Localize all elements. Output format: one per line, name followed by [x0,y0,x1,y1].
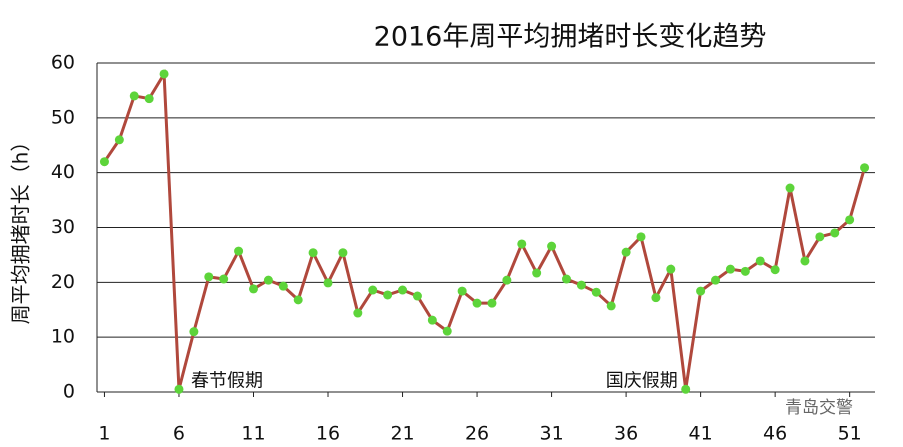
y-tick-label: 30 [51,216,75,238]
data-point [830,228,840,238]
y-tick-label: 20 [51,271,75,293]
data-point [770,265,780,275]
data-point [860,163,870,173]
x-tick-label: 41 [689,423,713,445]
chart-title: 2016年周平均拥堵时长变化趋势 [374,22,767,53]
data-point [457,286,467,296]
data-point [845,215,855,225]
x-tick-label: 1 [98,423,110,445]
data-point [502,275,512,285]
y-tick-label: 40 [51,161,75,183]
data-point [114,135,124,145]
data-point [278,281,288,291]
data-point [800,256,810,266]
data-point [666,264,676,274]
data-point [561,274,571,284]
data-line [103,68,867,390]
x-tick-label: 6 [173,423,185,445]
data-point [785,183,795,193]
x-tick-label: 21 [390,423,414,445]
data-point [606,301,616,311]
data-point [204,272,214,282]
data-point [442,326,452,336]
data-point [427,315,437,325]
data-point [129,91,139,101]
data-point [696,286,706,296]
data-point [219,274,229,284]
data-point [99,157,109,167]
data-point [815,232,825,242]
data-point [293,295,303,305]
data-point [517,239,527,249]
data-point [711,275,721,285]
data-point [189,327,199,337]
annotation: 春节假期 [191,370,263,391]
data-point [234,246,244,256]
data-point [472,298,482,308]
data-point [487,298,497,308]
data-point [248,284,258,294]
data-point [174,384,184,394]
data-point [398,285,408,295]
data-point [144,94,154,104]
annotation: 国庆假期 [606,370,678,391]
y-tick-label: 0 [63,381,75,403]
x-tick-label: 31 [539,423,563,445]
data-point [725,264,735,274]
data-point [591,287,601,297]
data-point [159,69,169,79]
x-tick-label: 51 [838,423,862,445]
data-point [576,280,586,290]
y-axis-label: 周平均拥堵时长（h） [9,132,33,325]
watermark: 青岛交警 [785,398,853,418]
data-point [412,291,422,301]
data-point [263,275,273,285]
data-point [636,232,646,242]
data-point [651,293,661,303]
data-point [532,268,542,278]
x-tick-label: 46 [763,423,787,445]
x-tick-label: 16 [316,423,340,445]
data-point [323,278,333,288]
data-point [338,248,348,258]
y-tick-label: 10 [51,326,75,348]
data-point [547,241,557,251]
x-tick-label: 36 [614,423,638,445]
y-tick-label: 60 [51,52,75,74]
y-tick-label: 50 [51,106,75,128]
data-point [383,290,393,300]
x-tick-label: 26 [465,423,489,445]
x-tick-label: 11 [241,423,265,445]
data-point [681,384,691,394]
data-point [353,308,363,318]
data-point [621,247,631,257]
data-point [740,266,750,276]
data-point [368,285,378,295]
data-point [308,248,318,258]
data-point [755,256,765,266]
